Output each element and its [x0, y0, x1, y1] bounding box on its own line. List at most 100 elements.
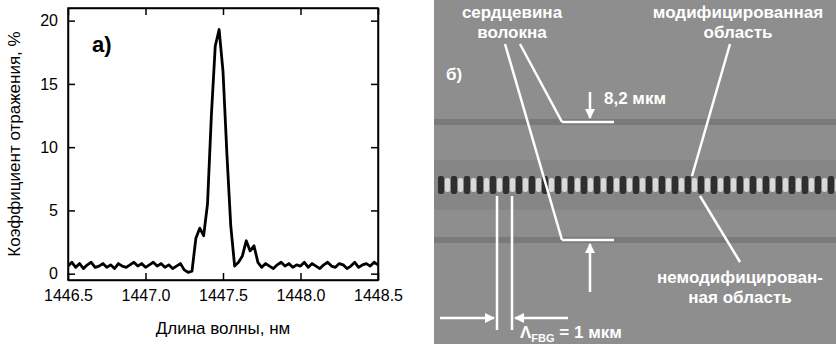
core-size-label: 8,2 мкм [604, 89, 666, 108]
grating-dark [802, 176, 808, 194]
grating-light [653, 178, 658, 192]
grating-dark [529, 176, 535, 194]
grating-dark [451, 176, 457, 194]
tick-mark [371, 273, 378, 275]
grating-light [770, 178, 775, 192]
grating-dark [516, 176, 522, 194]
grating-dark [607, 176, 613, 194]
grating-dark [490, 176, 496, 194]
grating-light [718, 178, 723, 192]
grating-light [835, 178, 836, 192]
period-text: = 1 мкм [555, 323, 622, 342]
grating-dark [581, 176, 587, 194]
size-arrow [589, 92, 592, 118]
grating-dark [555, 176, 561, 194]
grating-light [731, 178, 736, 192]
unmodified-leader [700, 196, 740, 262]
tick [146, 8, 147, 15]
y-axis: 0 5 10 15 20 [40, 9, 75, 283]
grating-dark [711, 176, 717, 194]
period-label: ΛFBG = 1 мкм [520, 323, 622, 344]
grating-light [562, 178, 567, 192]
tick [371, 21, 378, 22]
x-axis-top [69, 8, 379, 15]
grating-dark [672, 176, 678, 194]
grating-light [510, 178, 515, 192]
grating-light [640, 178, 645, 192]
tick: 15 [40, 76, 75, 93]
tick-mark [371, 147, 378, 149]
tick-mark [300, 8, 302, 15]
grating-light [471, 178, 476, 192]
modified-leader [692, 44, 730, 176]
grating-dark [503, 176, 509, 194]
grating-dark [477, 176, 483, 194]
tick-label: 1448.5 [354, 287, 403, 304]
tick-mark [68, 84, 75, 86]
grating-dark [594, 176, 600, 194]
tick: 1447.5 [199, 273, 248, 304]
tick-label: 1447.0 [122, 287, 171, 304]
tick-mark [223, 8, 225, 15]
tick-mark [300, 273, 302, 280]
tick-label: 0 [49, 265, 58, 282]
grating-dark [789, 176, 795, 194]
panel-label: а) [92, 32, 112, 57]
grating-light [601, 178, 606, 192]
grating-dark [737, 176, 743, 194]
grating-light [705, 178, 710, 192]
grating-dark [464, 176, 470, 194]
grating-dark [724, 176, 730, 194]
tick [371, 84, 378, 85]
grating-light [484, 178, 489, 192]
tick: 5 [49, 202, 75, 219]
grating-light [445, 178, 450, 192]
tick-label: 1447.5 [199, 287, 248, 304]
core-edge-mark [562, 121, 614, 124]
grating-dark [633, 176, 639, 194]
tick-label: 20 [40, 12, 58, 29]
grating-light [523, 178, 528, 192]
grating-dark [763, 176, 769, 194]
grating-light [744, 178, 749, 192]
period-subscript: FBG [531, 332, 554, 344]
tick [301, 8, 302, 15]
tick-label: 1448.0 [277, 287, 326, 304]
tick [223, 8, 224, 15]
tick: 1447.0 [122, 273, 171, 304]
period-mark [511, 196, 514, 330]
core-edge-mark [562, 239, 614, 242]
tick-mark [68, 273, 75, 275]
grating-dark [750, 176, 756, 194]
tick: 10 [40, 139, 75, 156]
grating-dark [568, 176, 574, 194]
grating-light [458, 178, 463, 192]
unmodified-label: немодифицирован- [657, 268, 823, 287]
tick-label: 15 [40, 76, 58, 93]
grating-light [536, 178, 541, 192]
tick-mark [371, 210, 378, 212]
period-mark [496, 196, 499, 330]
grating-light [679, 178, 684, 192]
grating-light [757, 178, 762, 192]
tick-mark [145, 273, 147, 280]
modified-label: область [704, 23, 773, 42]
grating-dark [698, 176, 704, 194]
grating-light [783, 178, 788, 192]
micrograph: сердцевинаволокна8,2 мкммодифицированная… [434, 0, 836, 344]
grating-light [549, 178, 554, 192]
tick: 1448.0 [277, 273, 326, 304]
x-axis: 1446.51447.01447.51448.01448.5 [44, 273, 403, 304]
grating-light [822, 178, 827, 192]
size-arrow [589, 244, 592, 292]
modified-halo [434, 160, 836, 210]
grating-light [796, 178, 801, 192]
tick-mark [371, 20, 378, 22]
tick-label: 10 [40, 139, 58, 156]
plot-area [68, 30, 378, 273]
unmodified-label: ная область [688, 288, 791, 307]
grating-light [575, 178, 580, 192]
tick [371, 147, 378, 148]
grating-dark [659, 176, 665, 194]
grating-dark [646, 176, 652, 194]
